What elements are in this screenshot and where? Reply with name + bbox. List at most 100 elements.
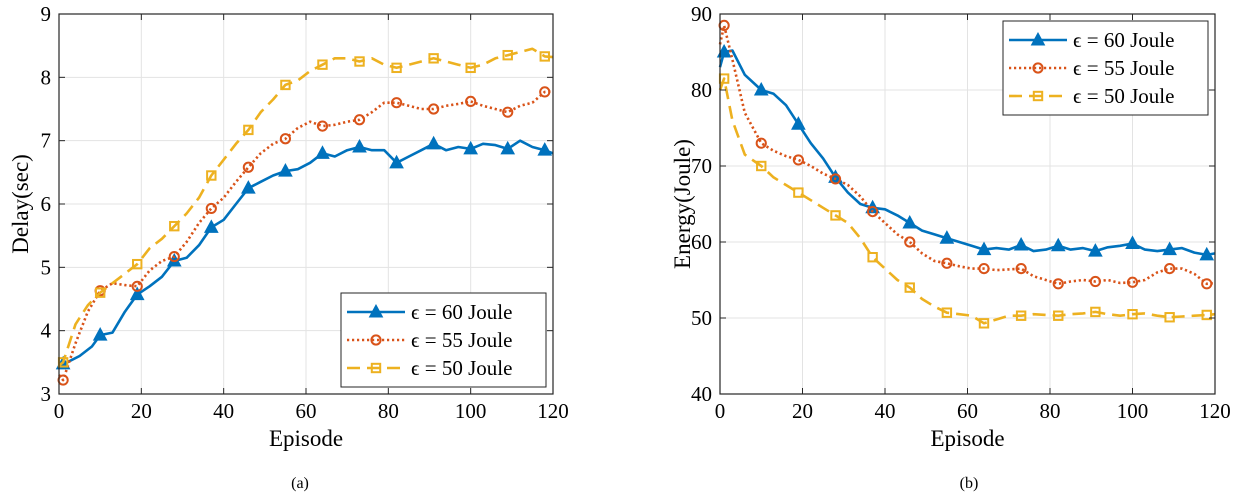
circle-marker	[755, 137, 767, 149]
circle-marker	[370, 334, 382, 346]
chart-panel-b: 0 20 40 60 80 100 120 40 50 60 70 80 90 Episode Energy…	[670, 2, 1231, 451]
x-tick-label: 0	[54, 399, 65, 423]
square-marker	[206, 170, 217, 181]
triangle-marker	[352, 138, 367, 153]
series-2	[57, 47, 554, 368]
legend-label-2: ϵ = 50 Joule	[1073, 84, 1174, 108]
triangle-marker	[1088, 243, 1103, 257]
square-marker	[1090, 306, 1101, 318]
legend-label-1: ϵ = 55 Joule	[1073, 56, 1174, 80]
y-tick-label: 6	[41, 192, 52, 216]
square-marker	[428, 53, 439, 64]
triangle-marker	[463, 140, 479, 155]
triangle-marker	[1162, 241, 1177, 256]
square-marker	[1127, 309, 1138, 320]
triangle-marker	[315, 145, 330, 159]
y-tick-label: 50	[691, 306, 712, 330]
triangle-marker	[976, 241, 992, 256]
y-axis-label: Delay(sec)	[8, 154, 33, 254]
square-marker	[169, 220, 180, 232]
circle-marker	[539, 86, 551, 98]
triangle-marker	[241, 180, 256, 194]
circle-marker	[390, 97, 403, 109]
square-marker	[539, 51, 550, 62]
x-tick-label: 20	[792, 399, 813, 423]
legend-label-0: ϵ = 60 Joule	[1073, 28, 1174, 52]
x-tick-label: 120	[1199, 399, 1231, 423]
circle-marker	[1126, 276, 1139, 288]
circle-marker	[792, 154, 804, 166]
x-tick-label: 100	[1117, 399, 1149, 423]
triangle-marker	[389, 154, 404, 169]
x-tick-label: 40	[213, 399, 234, 423]
circle-marker	[1032, 62, 1044, 74]
circle-marker	[242, 161, 254, 173]
triangle-marker	[902, 214, 918, 229]
square-marker	[1053, 310, 1064, 321]
square-marker	[830, 210, 841, 221]
caption-b: (b)	[960, 475, 979, 492]
square-marker	[132, 258, 143, 270]
chart-panel-a: 0 20 40 60 80 100 120 3 4 5 6 7 8 9 Episode Delay(sec) ϵ…	[8, 2, 569, 451]
x-tick-label: 0	[715, 399, 726, 423]
y-tick-label: 90	[691, 2, 712, 26]
series-line	[718, 77, 1216, 325]
circle-marker	[316, 120, 329, 132]
triangle-marker	[1199, 246, 1215, 261]
triangle-marker	[1030, 31, 1046, 46]
circle-marker	[904, 236, 916, 248]
triangle-marker	[939, 230, 955, 244]
square-marker	[1201, 309, 1212, 321]
y-tick-label: 4	[41, 319, 52, 343]
circle-marker	[428, 103, 440, 115]
x-tick-label: 80	[378, 399, 399, 423]
legend: ϵ = 60 Joule ϵ = 55 Joule ϵ = 50 Joule	[340, 292, 547, 388]
circle-marker	[279, 133, 292, 145]
x-tick-label: 40	[875, 399, 896, 423]
circle-marker	[1164, 263, 1176, 275]
square-marker	[370, 362, 382, 374]
x-tick-label: 60	[957, 399, 978, 423]
triangle-marker	[278, 163, 293, 177]
triangle-marker	[791, 116, 806, 130]
circle-marker	[941, 257, 953, 269]
y-tick-label: 40	[691, 382, 712, 406]
square-marker	[867, 252, 878, 263]
y-tick-label: 9	[41, 2, 52, 26]
square-marker	[793, 187, 804, 198]
triangle-marker	[92, 327, 108, 341]
square-marker	[391, 62, 402, 74]
square-marker	[1015, 310, 1027, 321]
triangle-marker	[716, 43, 732, 58]
square-marker	[1164, 312, 1175, 323]
circle-marker	[131, 280, 143, 292]
triangle-marker	[368, 303, 384, 318]
circle-marker	[1089, 275, 1101, 288]
x-tick-label: 120	[537, 399, 569, 423]
circle-marker	[1015, 263, 1027, 275]
square-marker	[904, 282, 915, 293]
y-tick-label: 5	[41, 255, 52, 279]
circle-marker	[829, 173, 842, 185]
square-marker	[941, 307, 953, 318]
x-tick-label: 20	[131, 399, 152, 423]
triangle-marker	[1050, 237, 1066, 252]
circle-marker	[978, 263, 990, 275]
x-axis-label: Episode	[930, 426, 1004, 451]
square-marker	[978, 318, 990, 329]
circle-marker	[353, 114, 366, 126]
y-tick-label: 80	[691, 78, 712, 102]
x-tick-label: 100	[455, 399, 487, 423]
circle-marker	[502, 106, 514, 118]
circle-marker	[1052, 278, 1064, 290]
triangle-marker	[537, 142, 553, 156]
square-marker	[243, 124, 254, 136]
y-axis-label: Energy(Joule)	[670, 139, 695, 269]
series-line	[58, 47, 554, 367]
series-2	[718, 73, 1216, 329]
series-0	[55, 135, 554, 370]
series-0	[716, 43, 1216, 261]
circle-marker	[1201, 278, 1213, 290]
circle-marker	[867, 206, 879, 218]
